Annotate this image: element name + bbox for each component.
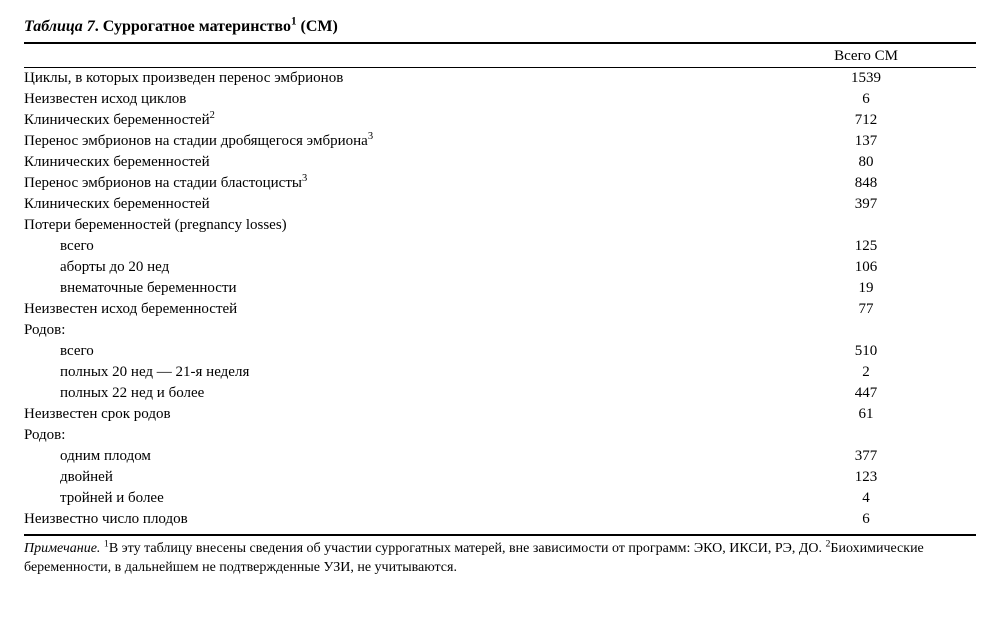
table-row: тройней и более4 [24,488,976,509]
row-label: Клинических беременностей [24,194,756,215]
table-row: всего510 [24,341,976,362]
row-label: Неизвестен срок родов [24,404,756,425]
table-row: Неизвестен исход циклов6 [24,89,976,110]
table-row: Неизвестно число плодов6 [24,509,976,530]
table-row: Клинических беременностей397 [24,194,976,215]
table-row: аборты до 20 нед106 [24,257,976,278]
footnote: Примечание. 1В эту таблицу внесены сведе… [24,540,976,578]
row-value: 377 [756,446,976,467]
bottom-rule [24,534,976,536]
table-body: Циклы, в которых произведен перенос эмбр… [24,68,976,531]
row-label: Перенос эмбрионов на стадии бластоцисты3 [24,173,756,194]
table-title: Таблица 7. Суррогатное материнство1 (СМ) [24,18,976,36]
table-row: Перенос эмбрионов на стадии бластоцисты3… [24,173,976,194]
row-label: полных 20 нед — 21-я неделя [24,362,756,383]
row-value: 106 [756,257,976,278]
table-row: Родов: [24,320,976,341]
row-value: 77 [756,299,976,320]
row-value: 712 [756,110,976,131]
row-label: Родов: [24,425,756,446]
row-value [756,320,976,341]
row-value: 1539 [756,68,976,90]
title-rest: . Суррогатное материнство1 (СМ) [95,18,338,35]
header-empty [24,46,756,68]
row-label: Перенос эмбрионов на стадии дробящегося … [24,131,756,152]
row-label: Потери беременностей (pregnancy losses) [24,215,756,236]
table-row: полных 20 нед — 21-я неделя2 [24,362,976,383]
table-row: двойней123 [24,467,976,488]
row-value [756,425,976,446]
header-row: Всего СМ [24,46,976,68]
row-value: 397 [756,194,976,215]
row-value: 2 [756,362,976,383]
footnote-body: 1В эту таблицу внесены сведения об участ… [24,541,924,575]
table-row: Родов: [24,425,976,446]
row-label: Клинических беременностей2 [24,110,756,131]
table-row: Клинических беременностей80 [24,152,976,173]
table-row: Неизвестен срок родов61 [24,404,976,425]
row-value [756,215,976,236]
row-label: Клинических беременностей [24,152,756,173]
row-value: 137 [756,131,976,152]
row-value: 848 [756,173,976,194]
top-rule [24,42,976,44]
row-label: Циклы, в которых произведен перенос эмбр… [24,68,756,90]
row-value: 19 [756,278,976,299]
footnote-lead: Примечание. [24,541,100,556]
row-label: всего [24,236,756,257]
table-row: Перенос эмбрионов на стадии дробящегося … [24,131,976,152]
row-label: Неизвестен исход беременностей [24,299,756,320]
data-table: Всего СМ Циклы, в которых произведен пер… [24,46,976,530]
table-row: Потери беременностей (pregnancy losses) [24,215,976,236]
row-label: полных 22 нед и более [24,383,756,404]
table-row: внематочные беременности19 [24,278,976,299]
title-prefix: Таблица 7 [24,18,95,35]
row-label: Неизвестен исход циклов [24,89,756,110]
row-value: 510 [756,341,976,362]
row-value: 6 [756,509,976,530]
table-row: Неизвестен исход беременностей77 [24,299,976,320]
row-label: Неизвестно число плодов [24,509,756,530]
table-row: одним плодом377 [24,446,976,467]
row-value: 80 [756,152,976,173]
row-label: одним плодом [24,446,756,467]
row-label: тройней и более [24,488,756,509]
table-row: полных 22 нед и более447 [24,383,976,404]
row-label: внематочные беременности [24,278,756,299]
row-value: 4 [756,488,976,509]
row-label: аборты до 20 нед [24,257,756,278]
header-value: Всего СМ [756,46,976,68]
row-value: 125 [756,236,976,257]
table-row: Циклы, в которых произведен перенос эмбр… [24,68,976,90]
row-value: 6 [756,89,976,110]
row-value: 447 [756,383,976,404]
table-row: всего125 [24,236,976,257]
row-value: 61 [756,404,976,425]
row-label: двойней [24,467,756,488]
row-label: Родов: [24,320,756,341]
row-label: всего [24,341,756,362]
row-value: 123 [756,467,976,488]
table-row: Клинических беременностей2712 [24,110,976,131]
